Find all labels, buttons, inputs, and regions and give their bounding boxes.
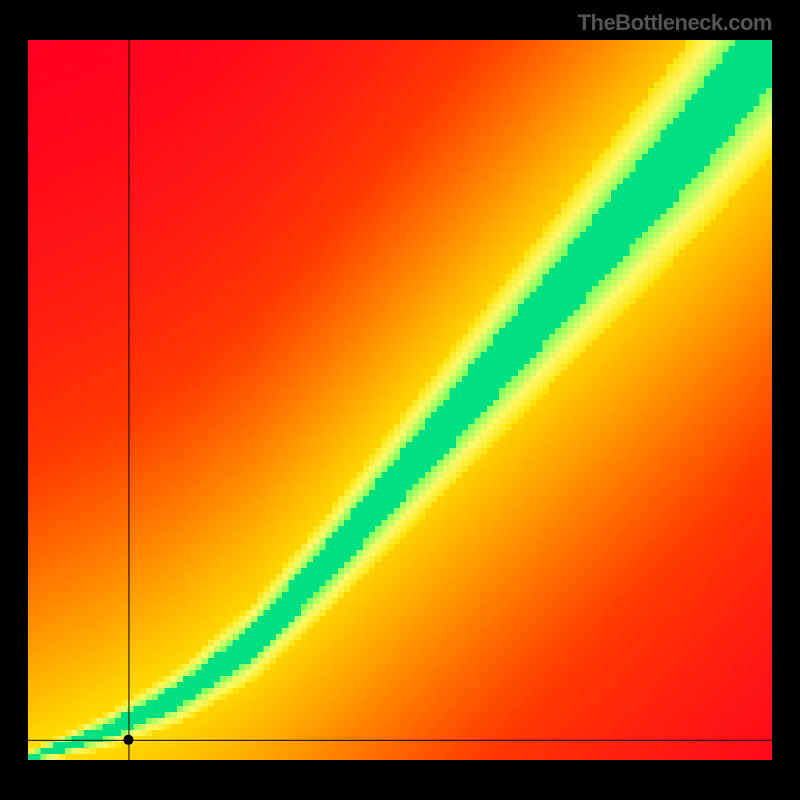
watermark-text: TheBottleneck.com	[578, 10, 772, 36]
chart-container: TheBottleneck.com	[0, 0, 800, 800]
crosshair-overlay	[28, 40, 772, 760]
